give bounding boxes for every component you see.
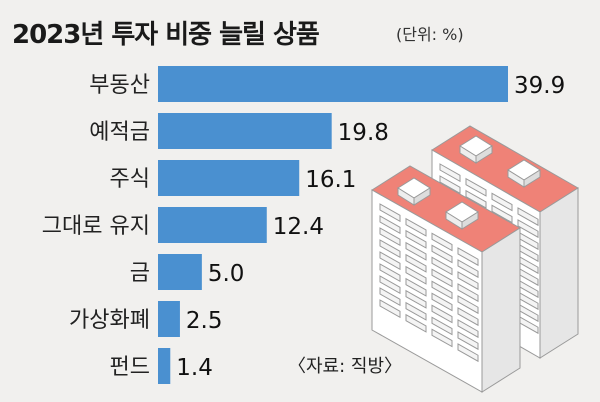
window [379,287,401,307]
window [457,259,479,279]
window [405,265,427,285]
window [457,343,479,363]
window [379,227,401,247]
window [517,219,539,239]
value-label: 12.4 [273,214,324,240]
window [431,280,453,300]
category-label: 금 [130,261,150,286]
window [431,316,453,336]
window [517,207,539,227]
window [405,313,427,333]
window [379,263,401,283]
bar [158,348,171,384]
window [457,283,479,303]
window [405,229,427,249]
bar [158,113,332,149]
window [431,256,453,276]
window [405,301,427,321]
category-label: 예적금 [89,120,150,145]
window [431,304,453,324]
window [405,289,427,309]
category-label: 그대로 유지 [42,214,150,239]
window [431,244,453,264]
window [405,253,427,273]
window [379,215,401,235]
window [431,328,453,348]
window [405,217,427,237]
chart-title: 2023년 투자 비중 늘릴 상품 [12,20,320,50]
window [379,275,401,295]
bar [158,66,508,102]
window [439,163,461,183]
category-label: 부동산 [89,73,150,98]
window [431,232,453,252]
window [405,277,427,297]
category-label: 주식 [110,167,150,192]
value-label: 16.1 [305,167,356,193]
value-label: 19.8 [338,120,389,146]
bar [158,207,267,243]
window [405,241,427,261]
window [457,319,479,339]
window [379,203,401,223]
bar [158,301,180,337]
bar [158,254,202,290]
source-note: 〈자료: 직방〉 [288,356,403,377]
value-label: 39.9 [514,73,565,99]
window [457,247,479,267]
window [491,192,513,212]
rooftop-unit [507,159,541,188]
window [431,268,453,288]
value-label: 5.0 [208,261,245,287]
window [457,307,479,327]
window [431,292,453,312]
window [379,299,401,319]
category-label: 가상화폐 [69,308,150,333]
window [457,295,479,315]
window [457,331,479,351]
window [465,177,487,197]
window [457,271,479,291]
rooftop-unit [445,201,479,230]
front-building [371,165,521,393]
category-label: 펀드 [110,355,150,380]
window [379,251,401,271]
bar [158,160,300,196]
value-label: 1.4 [176,355,213,381]
unit-note: (단위: %) [396,25,464,44]
rooftop-unit [459,135,493,164]
window [439,175,461,195]
value-label: 2.5 [186,308,223,334]
apartment-buildings-icon [371,125,579,393]
window [491,204,513,224]
rooftop-unit [397,177,431,206]
window [465,189,487,209]
window [379,239,401,259]
